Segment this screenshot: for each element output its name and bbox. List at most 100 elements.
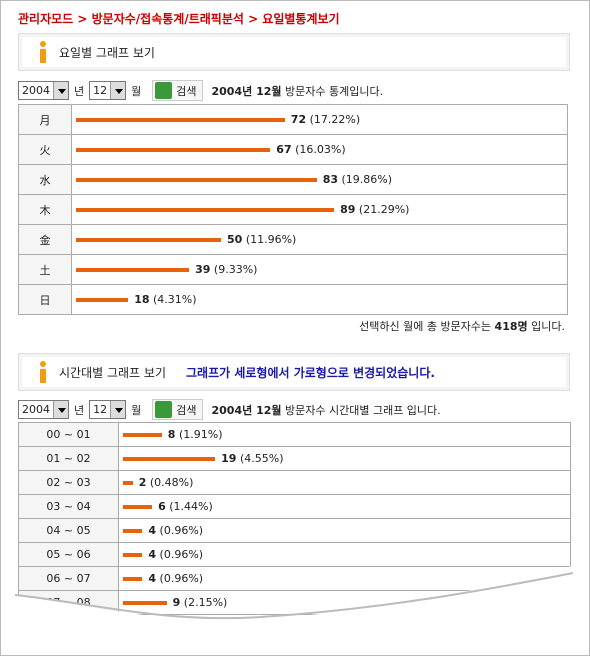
value: 2 xyxy=(138,476,147,489)
bar-cell: 67 (16.03%) xyxy=(71,134,568,165)
year: 2004 xyxy=(22,403,50,416)
year-select[interactable]: 2004 xyxy=(18,400,69,419)
button-label: 검색 xyxy=(176,403,197,417)
bar xyxy=(76,238,221,242)
row: 月 72 (17.22%) xyxy=(18,104,568,135)
percent: (4.55%) xyxy=(239,452,284,465)
bar xyxy=(76,208,335,212)
percent: (0.48%) xyxy=(149,476,194,489)
section-header: 요일별 그래프 보기 xyxy=(18,33,570,71)
value: 39 xyxy=(195,263,211,276)
bar xyxy=(76,148,271,152)
value: 18 xyxy=(134,293,150,306)
search-button[interactable]: 검색 xyxy=(152,399,203,420)
row: 02 ~ 03 2 (0.48%) xyxy=(18,470,571,495)
bar xyxy=(123,577,143,581)
value: 67 xyxy=(276,143,292,156)
bar xyxy=(76,178,317,182)
value: 6 xyxy=(158,500,166,513)
bar-cell: 39 (9.33%) xyxy=(71,254,568,285)
unit: 년 xyxy=(74,403,85,417)
unit: 월 xyxy=(131,84,142,98)
desc-bold: 2004년 12월 xyxy=(211,84,282,98)
row-label: 金 xyxy=(18,224,72,255)
bar xyxy=(76,298,129,302)
bar xyxy=(123,601,167,605)
row: 水 83 (19.86%) xyxy=(18,164,568,195)
total-suffix: 입니다. xyxy=(527,320,565,333)
desc-bold: 2004년 12월 xyxy=(211,403,282,417)
controls: 2004 년 12 월 검색 2004년 12월 방문자수 통계입니다. xyxy=(18,80,383,101)
bar-cell: 8 (1.91%) xyxy=(118,422,571,447)
row: 木 89 (21.29%) xyxy=(18,194,568,225)
value: 50 xyxy=(227,233,243,246)
search-button[interactable]: 검색 xyxy=(152,80,203,101)
bar-cell: 50 (11.96%) xyxy=(71,224,568,255)
desc: 방문자수 통계입니다. xyxy=(281,84,384,98)
row-label: 火 xyxy=(18,134,72,165)
month-select[interactable]: 12 xyxy=(89,81,127,100)
desc: 방문자수 시간대별 그래프 입니다. xyxy=(281,403,441,417)
row: 土 39 (9.33%) xyxy=(18,254,568,285)
bar xyxy=(76,268,190,272)
row: 金 50 (11.96%) xyxy=(18,224,568,255)
year: 2004 xyxy=(22,84,50,97)
percent: (17.22%) xyxy=(309,113,361,126)
bar xyxy=(123,529,143,533)
percent: (19.86%) xyxy=(341,173,393,186)
month-select[interactable]: 12 xyxy=(89,400,127,419)
row: 05 ~ 06 4 (0.96%) xyxy=(18,542,571,567)
percent: (2.15%) xyxy=(183,596,228,609)
button-label: 검색 xyxy=(176,84,197,98)
row: 火 67 (16.03%) xyxy=(18,134,568,165)
percent: (1.44%) xyxy=(169,500,213,513)
row-label: 日 xyxy=(18,284,72,315)
percent: (1.91%) xyxy=(178,428,223,441)
row-label: 05 ~ 06 xyxy=(18,542,119,567)
row-label: 01 ~ 02 xyxy=(18,446,119,471)
section-title: 요일별 그래프 보기 xyxy=(59,45,155,60)
bar xyxy=(123,505,153,509)
notice: 그래프가 세로형에서 가로형으로 변경되었습니다. xyxy=(186,365,435,380)
unit: 년 xyxy=(74,84,85,98)
value: 4 xyxy=(148,524,157,537)
bar xyxy=(123,457,216,461)
row-label: 木 xyxy=(18,194,72,225)
value: 83 xyxy=(322,173,338,186)
total: 선택하신 월에 총 방문자수는 418명 입니다. xyxy=(359,318,565,334)
row-label: 04 ~ 05 xyxy=(18,518,119,543)
total-value: 418명 xyxy=(494,320,528,333)
bar-cell: 2 (0.48%) xyxy=(118,470,571,495)
percent: (0.96%) xyxy=(159,572,204,585)
value: 72 xyxy=(290,113,307,126)
year-select[interactable]: 2004 xyxy=(18,81,69,100)
description: 2004년 12월 방문자수 시간대별 그래프 입니다. xyxy=(212,402,441,418)
unit: 월 xyxy=(131,403,142,417)
row-label: 土 xyxy=(18,254,72,285)
bar-cell: 4 (0.96%) xyxy=(118,542,571,567)
bar-cell: 18 (4.31%) xyxy=(71,284,568,315)
bar-cell: 72 (17.22%) xyxy=(71,104,568,135)
row-label: 03 ~ 04 xyxy=(18,494,119,519)
value: 19 xyxy=(221,452,237,465)
percent: (0.96%) xyxy=(159,524,204,537)
value: 8 xyxy=(167,428,176,441)
bar xyxy=(123,481,133,485)
bar xyxy=(76,118,285,122)
value: 4 xyxy=(148,548,157,561)
percent: (9.33%) xyxy=(213,263,258,276)
bar-cell: 89 (21.29%) xyxy=(71,194,568,225)
month: 12 xyxy=(93,84,108,97)
bar xyxy=(123,433,162,437)
section-title: 시간대별 그래프 보기 xyxy=(59,365,166,380)
value: 4 xyxy=(148,572,157,585)
percent: (0.96%) xyxy=(159,548,204,561)
percent: (11.96%) xyxy=(245,233,297,246)
month: 12 xyxy=(93,403,108,416)
row: 03 ~ 04 6 (1.44%) xyxy=(18,494,571,519)
value: 89 xyxy=(340,203,356,216)
breadcrumb[interactable]: 관리자모드 > 방문자수/접속통계/트래픽분석 > 요일별통계보기 xyxy=(18,12,340,26)
description: 2004년 12월 방문자수 통계입니다. xyxy=(212,83,384,99)
row: 日 18 (4.31%) xyxy=(18,284,568,315)
